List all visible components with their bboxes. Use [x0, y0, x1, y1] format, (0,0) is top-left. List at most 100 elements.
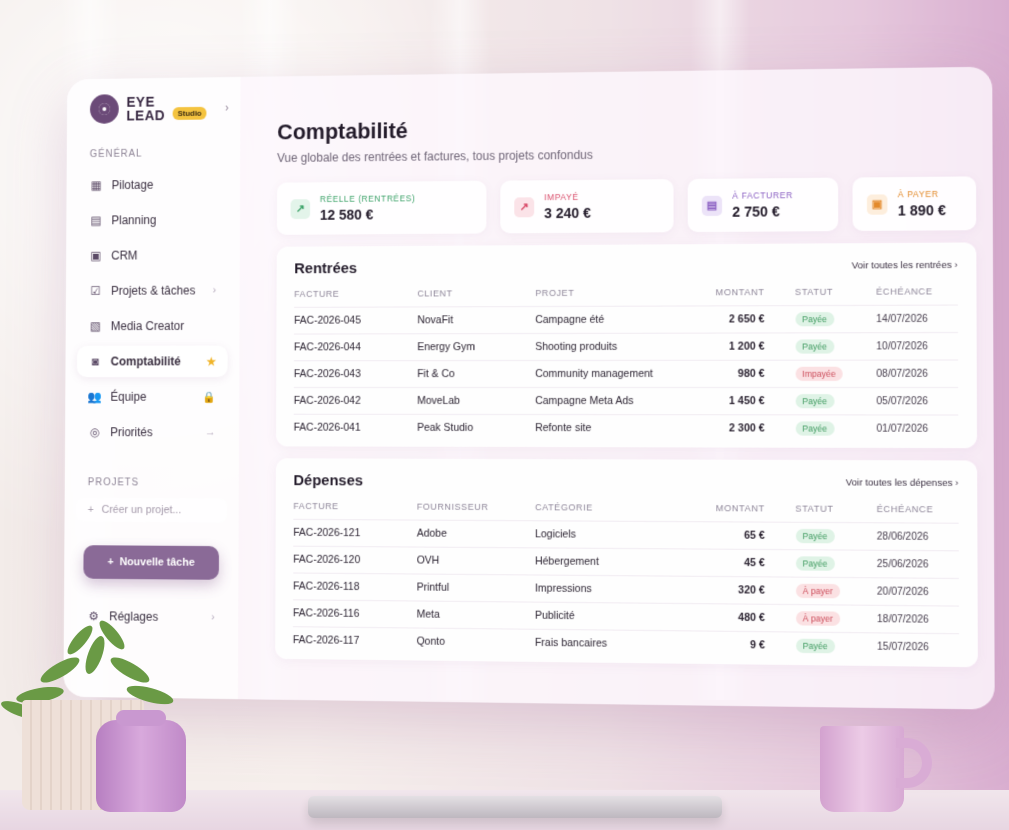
kpi-label: Réelle (rentrées): [320, 193, 415, 204]
status-cell: Impayée: [795, 360, 876, 387]
invoice-number: FAC-2026-044: [294, 334, 417, 361]
trend-up-icon: ↗: [291, 199, 311, 219]
create-project-button[interactable]: + Créer un projet...: [76, 498, 227, 522]
sidebar-item-label: Comptabilité: [111, 355, 181, 369]
kpi-value: 2 750 €: [732, 203, 793, 220]
amount: 980 €: [715, 360, 796, 387]
status-badge: Payée: [795, 312, 834, 326]
see-all-income-link[interactable]: Voir toutes les rentrées ›: [852, 260, 958, 272]
category-name: Logiciels: [535, 521, 715, 549]
kpi-card: ▤ À facturer 2 750 €: [688, 178, 839, 233]
table-row[interactable]: FAC-2026-041 Peak Studio Refonte site 2 300…: [294, 414, 959, 442]
status-cell: Payée: [796, 632, 877, 660]
column-header[interactable]: ÉCHÉANCE: [876, 282, 958, 305]
column-header[interactable]: CATÉGORIE: [535, 498, 715, 522]
dashboard-icon: ▦: [90, 178, 104, 192]
sidebar-item-0[interactable]: ▦ Pilotage: [78, 168, 228, 201]
category-name: Publicité: [535, 602, 715, 631]
sidebar-item-1[interactable]: ▤ Planning: [78, 204, 229, 236]
category-name: Hébergement: [535, 548, 715, 577]
sidebar-item-label: Media Creator: [111, 319, 184, 333]
section-general-title: GÉNÉRAL: [90, 148, 229, 160]
eye-logo-icon: [90, 94, 119, 124]
status-cell: Payée: [795, 305, 876, 333]
page-title: Comptabilité: [277, 111, 976, 145]
column-header[interactable]: MONTANT: [715, 499, 796, 522]
table-row[interactable]: FAC-2026-042 MoveLab Campagne Meta Ads 1 45…: [294, 387, 959, 415]
category-name: Campagne été: [535, 306, 714, 334]
kpi-card: ↗ Réelle (rentrées) 12 580 €: [277, 181, 487, 235]
status-badge: Payée: [795, 556, 834, 571]
amount: 1 450 €: [715, 388, 796, 415]
sidebar-item-3[interactable]: ☑ Projets & tâches ›: [77, 275, 228, 307]
invoice-number: FAC-2026-117: [293, 627, 417, 655]
collapse-chevron-icon[interactable]: ›: [225, 101, 229, 115]
kpi-card: ▣ À payer 1 890 €: [852, 176, 976, 231]
party-name: Qonto: [416, 628, 534, 656]
column-header[interactable]: FOURNISSEUR: [417, 498, 535, 521]
due-date: 05/07/2026: [876, 388, 958, 416]
expenses-card: Dépenses Voir toutes les dépenses › FACT…: [275, 458, 978, 667]
amount: 65 €: [715, 522, 796, 550]
status-cell: Payée: [795, 550, 876, 578]
purple-vase: [96, 720, 186, 812]
invoice-number: FAC-2026-045: [294, 307, 417, 334]
table-row[interactable]: FAC-2026-043 Fit & Co Community management…: [294, 360, 958, 388]
column-header[interactable]: ÉCHÉANCE: [877, 500, 959, 523]
sidebar-item-5[interactable]: ◙ Comptabilité ★: [77, 346, 228, 378]
column-header[interactable]: STATUT: [795, 283, 876, 306]
status-badge: Payée: [795, 339, 834, 353]
kpi-card: ↗ Impayé 3 240 €: [500, 179, 673, 233]
due-date: 14/07/2026: [876, 305, 958, 333]
invoice-number: FAC-2026-120: [293, 546, 417, 574]
column-header[interactable]: FACTURE: [294, 285, 417, 308]
invoice-icon: ▤: [702, 195, 722, 215]
new-task-button[interactable]: + Nouvelle tâche: [83, 545, 219, 580]
sidebar-item-label: Planning: [111, 213, 156, 227]
invoice-number: FAC-2026-043: [294, 361, 417, 388]
table-row[interactable]: FAC-2026-044 Energy Gym Shooting produits 1…: [294, 333, 958, 361]
column-header[interactable]: STATUT: [795, 499, 876, 522]
party-name: Energy Gym: [417, 334, 535, 361]
column-header[interactable]: PROJET: [535, 283, 714, 306]
arrow-right-icon: →: [205, 426, 216, 438]
sidebar-item-label: Priorités: [110, 425, 153, 439]
party-name: Printful: [417, 574, 535, 602]
status-cell: Payée: [795, 522, 876, 550]
main-content: Comptabilité Vue globale des rentrées et…: [267, 67, 995, 710]
status-badge: Payée: [795, 394, 834, 408]
app-window: EYE LEAD Studio › GÉNÉRAL ▦ Pilotage ▤ Plan…: [63, 67, 994, 710]
status-badge: Impayée: [795, 367, 843, 381]
category-name: Community management: [535, 360, 714, 387]
party-name: Adobe: [417, 520, 535, 548]
sidebar-nav: ▦ Pilotage ▤ Planning ▣ CRM ☑ Projets & tâches ›…: [76, 168, 228, 448]
category-name: Shooting produits: [535, 333, 714, 360]
sidebar-item-7[interactable]: ◎ Priorités →: [76, 416, 227, 448]
team-icon: 👥: [88, 390, 102, 404]
invoice-number: FAC-2026-118: [293, 573, 417, 601]
invoice-number: FAC-2026-041: [294, 414, 417, 441]
amount: 480 €: [715, 604, 796, 632]
kpi-row: ↗ Réelle (rentrées) 12 580 € ↗ Impayé 3 240 €…: [277, 176, 976, 235]
priority-icon: ◎: [88, 425, 102, 439]
amount: 45 €: [715, 549, 796, 577]
kpi-value: 3 240 €: [544, 205, 591, 221]
sidebar-item-6[interactable]: 👥 Équipe 🔒: [77, 381, 228, 413]
brand[interactable]: EYE LEAD Studio ›: [90, 93, 229, 124]
column-header[interactable]: MONTANT: [714, 283, 795, 306]
column-header[interactable]: FACTURE: [293, 497, 417, 520]
sidebar-item-2[interactable]: ▣ CRM: [78, 239, 229, 271]
brand-name: EYE LEAD: [126, 95, 165, 123]
kpi-label: Impayé: [544, 192, 591, 202]
expenses-table: FACTURE FOURNISSEUR CATÉGORIE MONTANT STATUT…: [293, 497, 959, 661]
column-header[interactable]: CLIENT: [417, 284, 535, 307]
table-row[interactable]: FAC-2026-117 Qonto Frais bancaires 9 € Payée…: [293, 627, 959, 661]
due-date: 20/07/2026: [877, 578, 959, 606]
sidebar-item-4[interactable]: ▧ Media Creator: [77, 310, 228, 342]
see-all-expenses-link[interactable]: Voir toutes les dépenses ›: [846, 477, 959, 489]
chevron-right-icon: ›: [211, 611, 215, 623]
page-subtitle: Vue globale des rentrées et factures, to…: [277, 144, 976, 165]
table-row[interactable]: FAC-2026-045 NovaFit Campagne été 2 650 € Pa…: [294, 305, 958, 334]
kpi-label: À facturer: [732, 190, 793, 201]
chevron-right-icon: ›: [213, 285, 217, 297]
